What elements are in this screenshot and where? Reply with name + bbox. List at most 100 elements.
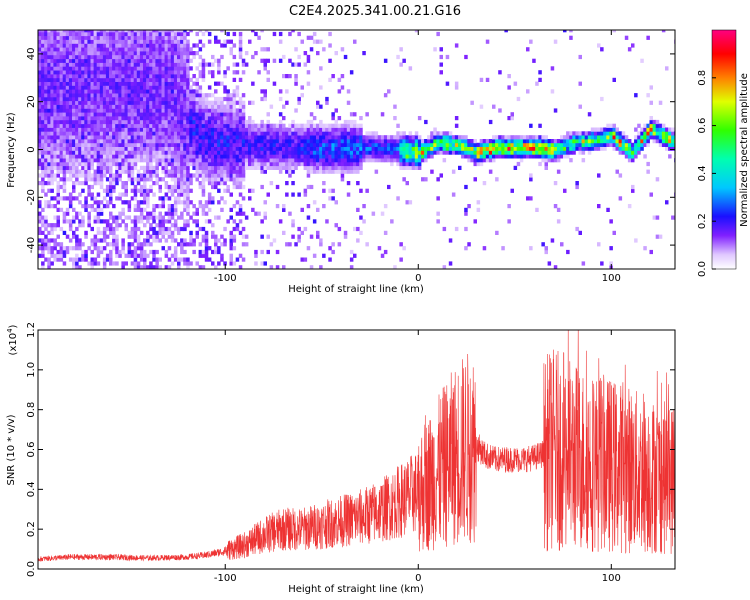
spectrogram-cell bbox=[396, 54, 400, 60]
spectrogram-cell bbox=[624, 150, 629, 155]
spectrogram-cell bbox=[177, 31, 181, 37]
spectrogram-cell bbox=[263, 139, 267, 144]
spectrogram-cell bbox=[136, 119, 141, 125]
spectrogram-cell bbox=[112, 219, 116, 224]
spectrogram-cell bbox=[183, 81, 187, 86]
spectrogram-cell bbox=[127, 51, 132, 56]
spectrogram-cell bbox=[75, 265, 79, 269]
spectrogram-cell bbox=[146, 158, 150, 163]
spectrogram-cell bbox=[526, 196, 530, 201]
spectrogram-cell bbox=[306, 135, 311, 140]
spectrogram-cell bbox=[50, 70, 54, 75]
spectrogram-cell bbox=[211, 158, 215, 163]
spectrogram-cell bbox=[155, 85, 159, 90]
spectrogram-cell bbox=[615, 135, 619, 140]
spectrogram-cell bbox=[488, 158, 493, 163]
spectrogram-cell bbox=[340, 173, 345, 178]
spectrogram-cell bbox=[96, 207, 101, 212]
spectrogram-cell bbox=[93, 127, 98, 132]
spectrogram-cell bbox=[173, 70, 178, 75]
spectrogram-cell bbox=[454, 81, 459, 86]
spectrogram-cell bbox=[260, 127, 264, 132]
spectrogram-cell bbox=[569, 158, 573, 163]
spectrogram-cell bbox=[414, 135, 419, 140]
spectrogram-cell bbox=[244, 234, 249, 239]
spectrogram-cell bbox=[149, 215, 153, 220]
spectrogram-cell bbox=[331, 196, 335, 201]
spectrogram-cell bbox=[41, 207, 45, 212]
spectrogram-cell bbox=[50, 249, 54, 255]
spectrogram-cell bbox=[87, 139, 91, 144]
spectrogram-cell bbox=[68, 77, 73, 82]
spectrogram-cell bbox=[84, 108, 88, 113]
spectrogram-cell bbox=[183, 77, 187, 82]
spectrogram-cell bbox=[180, 112, 184, 117]
spectrogram-cell bbox=[263, 211, 267, 216]
snr-ylabel: SNR (10 * v/v) bbox=[6, 414, 17, 485]
spectrogram-cell bbox=[319, 104, 323, 109]
spectrogram-cell bbox=[263, 261, 267, 266]
spectrogram-cell bbox=[621, 146, 626, 151]
spectrogram-cell bbox=[207, 119, 212, 125]
spectrogram-cell bbox=[130, 62, 135, 67]
spectrogram-cell bbox=[402, 139, 406, 144]
spectrogram-cell bbox=[173, 173, 178, 178]
spectrogram-cell bbox=[78, 246, 82, 251]
spectrogram-cell bbox=[396, 161, 400, 167]
spectrogram-cell bbox=[90, 238, 94, 243]
spectrogram-cell bbox=[124, 131, 128, 136]
spectrogram-cell bbox=[180, 116, 184, 121]
spectrogram-cell bbox=[201, 131, 206, 136]
spectrogram-cell bbox=[164, 249, 169, 255]
spectrogram-cell bbox=[201, 77, 206, 82]
spectrogram-cell bbox=[177, 177, 181, 182]
spectrogram-cell bbox=[167, 158, 172, 163]
spectrogram-cell bbox=[143, 150, 147, 155]
spectrogram-cell bbox=[56, 192, 60, 197]
spectrogram-cell bbox=[572, 135, 576, 140]
spectrogram-cell bbox=[68, 62, 73, 67]
spectrogram-cell bbox=[492, 135, 496, 140]
spectrogram-cell bbox=[529, 173, 533, 178]
spectrogram-cell bbox=[124, 81, 128, 86]
spectrogram-cell bbox=[115, 253, 119, 258]
spectrogram-cell bbox=[223, 131, 227, 136]
spectrogram-cell bbox=[312, 39, 317, 44]
spectrogram-cell bbox=[143, 70, 147, 75]
spectrogram-cell bbox=[47, 96, 51, 102]
spectrogram-cell bbox=[488, 142, 493, 147]
spectrogram-cell bbox=[50, 131, 54, 136]
spectrogram-cell bbox=[53, 253, 57, 258]
spectrogram-cell bbox=[41, 188, 45, 193]
spectrogram-cell bbox=[109, 192, 113, 197]
spectrogram-cell bbox=[340, 127, 345, 132]
spectrogram-cell bbox=[220, 96, 224, 102]
spectrogram-cell bbox=[167, 173, 172, 178]
spectrogram-cell bbox=[170, 77, 175, 82]
spectrogram-cell bbox=[238, 123, 243, 128]
spectrogram-cell bbox=[65, 150, 70, 155]
spectrogram-cell bbox=[170, 104, 175, 109]
spectrogram-cell bbox=[143, 131, 147, 136]
spectrogram-cell bbox=[186, 74, 190, 79]
spectrogram-cell bbox=[133, 54, 138, 60]
spectrogram-cell bbox=[87, 104, 91, 109]
spectrogram-cell bbox=[177, 47, 181, 52]
spectrogram-cell bbox=[109, 154, 113, 159]
spectrogram-cell bbox=[136, 66, 141, 71]
spectrogram-cell bbox=[118, 93, 122, 98]
spectrogram-cell bbox=[476, 200, 481, 205]
spectrogram-cell bbox=[612, 127, 616, 132]
spectrogram-cell bbox=[75, 62, 79, 67]
spectrogram-cell bbox=[75, 74, 79, 79]
spectrogram-cell bbox=[177, 30, 181, 33]
spectrogram-cell bbox=[72, 116, 76, 121]
spectrogram-cell bbox=[235, 158, 240, 163]
spectrogram-cell bbox=[312, 158, 317, 163]
spectrogram-cell bbox=[127, 242, 132, 247]
spectrogram-cell bbox=[109, 62, 113, 67]
spectrogram-cell bbox=[275, 249, 280, 255]
spectrogram-cell bbox=[118, 173, 122, 178]
spectrogram-cell bbox=[522, 150, 527, 155]
spectrogram-cell bbox=[226, 154, 230, 159]
